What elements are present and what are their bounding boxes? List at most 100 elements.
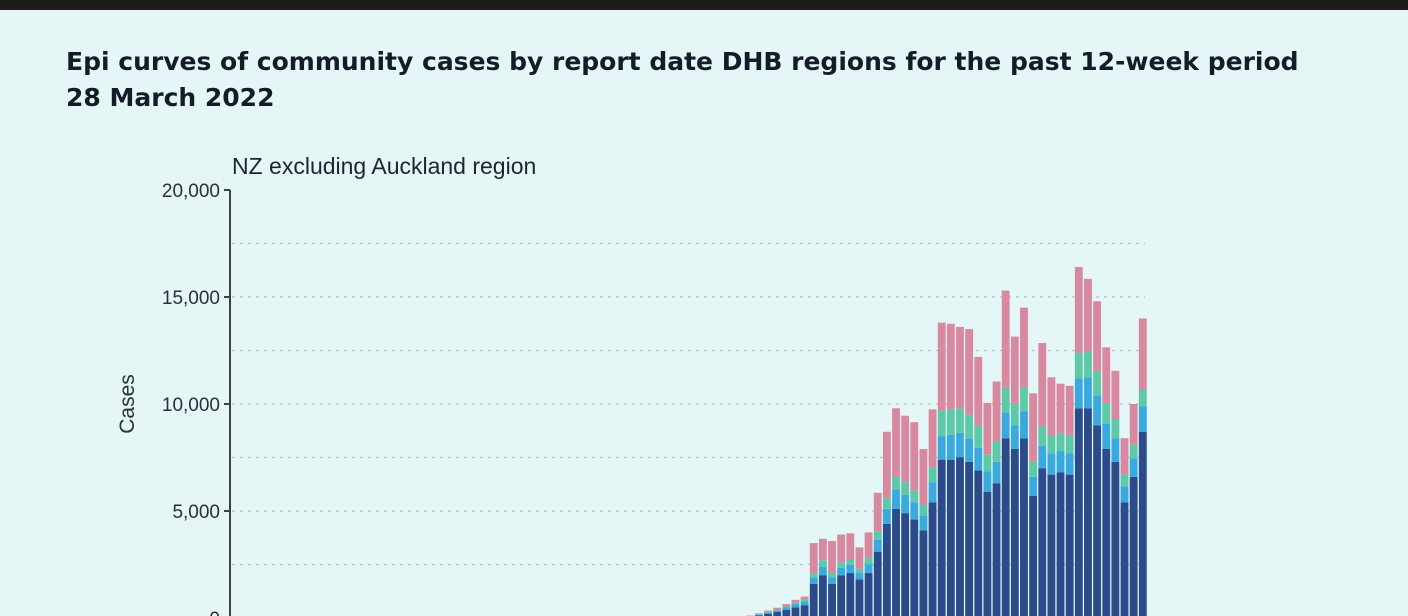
bar-segment (782, 609, 791, 616)
bar-segment (919, 504, 928, 516)
bar-segment (1010, 402, 1019, 426)
bar-segment (983, 491, 992, 616)
bar-segment (1001, 386, 1010, 413)
bar-segment (864, 564, 873, 574)
bar-segment (937, 459, 946, 616)
bar-segment (956, 432, 964, 458)
bar-segment (809, 583, 818, 616)
bar-segment (1120, 502, 1129, 616)
bar-segment (846, 533, 855, 559)
bar-segment (764, 610, 772, 612)
bar-segment (873, 531, 882, 540)
bar-segment (992, 381, 1001, 442)
bar-segment (928, 502, 937, 616)
slide-title: Epi curves of community cases by report … (66, 47, 1299, 112)
bar-segment (1029, 476, 1038, 497)
bar-segment (882, 498, 891, 509)
bar-segment (1120, 486, 1129, 503)
bar-segment (992, 483, 1001, 616)
bar-segment (1029, 393, 1038, 462)
bar-segment (882, 508, 891, 524)
bar-segment (764, 612, 772, 614)
bar-segment (974, 470, 983, 616)
bar-segment (965, 438, 974, 462)
bar-segment (1001, 438, 1010, 616)
bar-segment (1093, 395, 1102, 426)
bar-segment (1074, 352, 1083, 379)
bar-segment (773, 612, 782, 616)
bar-segment (1102, 347, 1111, 403)
bar-segment (1084, 377, 1092, 409)
bar-segment (946, 459, 955, 616)
bar-segment (818, 560, 827, 567)
bar-segment (1001, 290, 1010, 387)
bar-segment (983, 402, 992, 455)
bar-segment (1038, 426, 1047, 446)
bar-segment (1047, 474, 1056, 616)
bar-segment (855, 579, 864, 616)
bar-segment (1084, 408, 1092, 616)
bar-segment (855, 568, 864, 574)
y-tick-label: 0 (209, 609, 220, 616)
bar-segment (809, 573, 818, 578)
y-tick-label: 15,000 (162, 288, 220, 309)
bar-segment (928, 409, 937, 468)
bar-segment (837, 534, 846, 563)
bar-segment (946, 323, 955, 410)
bar-segment (1129, 476, 1138, 616)
bar-segment (937, 322, 946, 411)
bar-segment (873, 551, 882, 616)
bar-segment (983, 454, 992, 472)
y-tick-label: 10,000 (162, 395, 220, 416)
bar-segment (937, 410, 946, 437)
bar-segment (1102, 448, 1111, 616)
bar-segment (754, 614, 763, 616)
bar-segment (828, 540, 836, 574)
bar-segment (956, 408, 964, 433)
bar-segment (1029, 461, 1038, 477)
y-tick-label: 5,000 (172, 502, 220, 523)
bar-segment (928, 467, 937, 483)
bar-segment (937, 436, 946, 460)
bar-segment (818, 575, 827, 616)
bar-segment (919, 448, 928, 505)
bar-segment (946, 409, 955, 436)
bar-segment (992, 461, 1001, 484)
bar-segment (782, 604, 791, 607)
bar-segment (773, 610, 782, 613)
bar-segment (818, 538, 827, 561)
bar-segment (974, 425, 983, 448)
bar-segment (1010, 448, 1019, 616)
bar-segment (1038, 445, 1047, 469)
bar-segment (892, 476, 900, 490)
bar-segment (1102, 402, 1111, 424)
bar-segment (965, 329, 974, 415)
bar-segment (956, 326, 964, 409)
bar-segment (974, 356, 983, 426)
bar-segment (1047, 377, 1056, 436)
bar-segment (1038, 343, 1047, 427)
bar-segment (800, 599, 809, 602)
bar-segment (791, 604, 800, 608)
bar-segment (754, 613, 763, 615)
bar-segment (974, 447, 983, 471)
bar-segment (773, 609, 782, 611)
bar-segment (828, 577, 836, 584)
bar-segment (1074, 408, 1083, 616)
bar-segment (791, 599, 800, 603)
bar-segment (1074, 378, 1083, 409)
bar-segment (882, 431, 891, 499)
bar-segment (1056, 383, 1065, 433)
bar-segment (1120, 474, 1129, 487)
bar-segment (1074, 267, 1083, 353)
bar-segment (782, 606, 791, 608)
bar-segment (1010, 425, 1019, 449)
bar-segment (1093, 425, 1102, 616)
bar-segment (901, 513, 910, 616)
top-bar (0, 0, 1408, 10)
bar-segment (800, 596, 809, 600)
bar-segment (764, 613, 772, 616)
bar-segment (1138, 389, 1147, 407)
bar-segment (1038, 468, 1047, 616)
bar-segment (1020, 307, 1028, 387)
